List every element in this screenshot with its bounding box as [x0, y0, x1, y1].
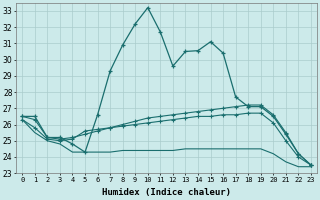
X-axis label: Humidex (Indice chaleur): Humidex (Indice chaleur): [102, 188, 231, 197]
